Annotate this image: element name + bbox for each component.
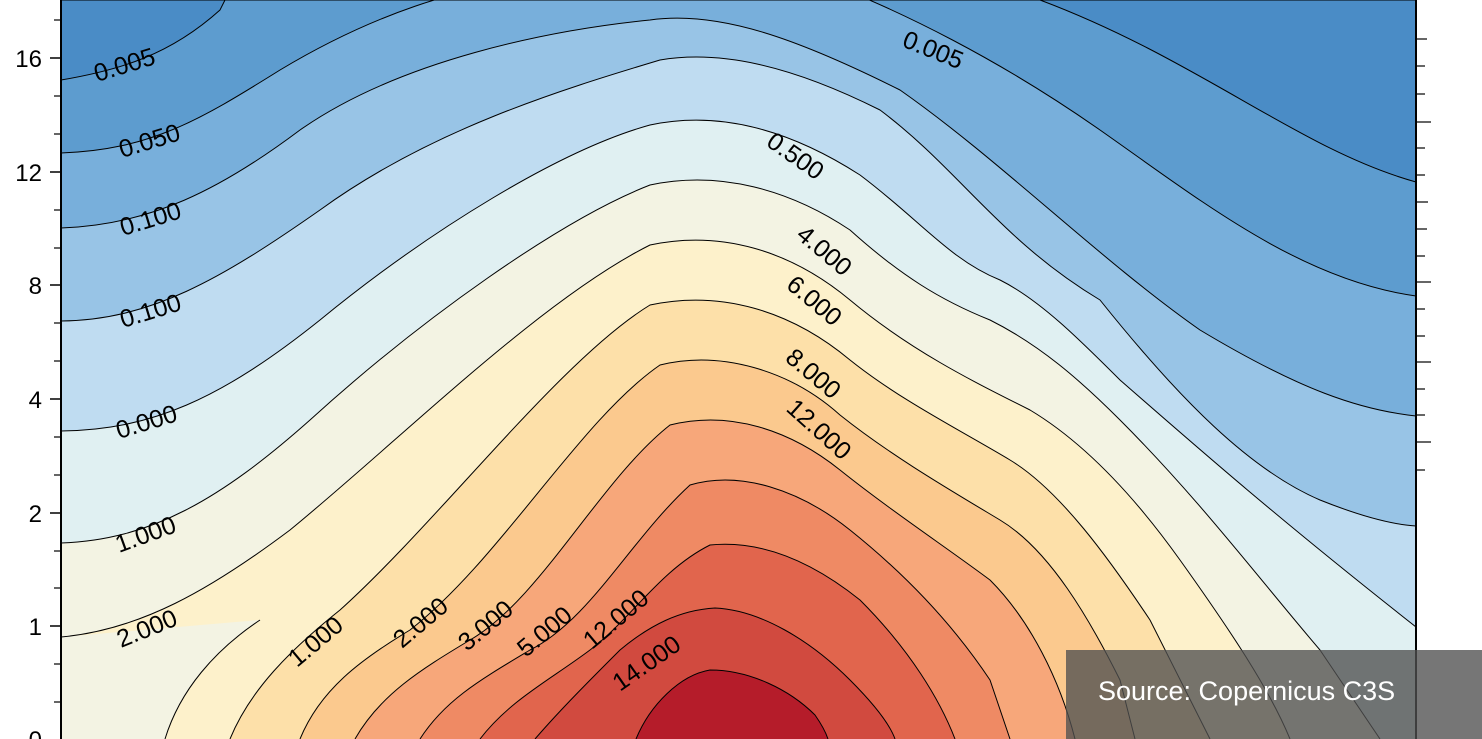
y-tick-label: 1	[29, 614, 42, 641]
y-tick-label: 8	[29, 273, 42, 300]
source-overlay	[1066, 650, 1482, 739]
band-14	[636, 670, 828, 739]
source-credit: Source: Copernicus C3S	[1098, 676, 1396, 706]
y-tick-label: 2	[29, 501, 42, 528]
y-tick-labels: 16 12 8 4 2 1 0	[15, 46, 42, 739]
right-ticks	[1416, 38, 1431, 471]
contour-lines	[61, 0, 1416, 739]
plot-area: 0.005 0.050 0.100 0.100 0.000 1.000 2.00…	[61, 0, 1416, 739]
y-tick-label: 16	[15, 46, 42, 73]
y-tick-label: 12	[15, 160, 42, 187]
left-major-ticks	[50, 57, 61, 627]
y-tick-label: 0	[29, 727, 42, 739]
left-minor-ticks	[54, 19, 61, 703]
axes: 16 12 8 4 2 1 0	[15, 0, 1431, 739]
y-tick-label: 4	[29, 387, 42, 414]
